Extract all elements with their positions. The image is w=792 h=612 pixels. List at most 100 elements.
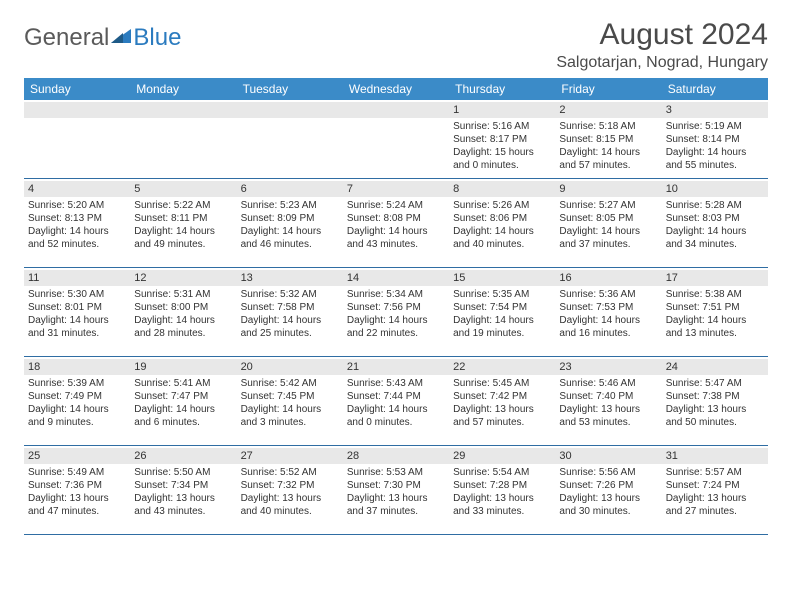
- daylight-line: Daylight: 14 hours and 46 minutes.: [241, 225, 339, 251]
- calendar-cell: 25Sunrise: 5:49 AMSunset: 7:36 PMDayligh…: [24, 446, 130, 534]
- day-number: 31: [662, 448, 768, 464]
- day-number: 25: [24, 448, 130, 464]
- sunset-line: Sunset: 8:08 PM: [347, 212, 445, 225]
- sunset-line: Sunset: 7:54 PM: [453, 301, 551, 314]
- sunset-line: Sunset: 7:32 PM: [241, 479, 339, 492]
- sunrise-line: Sunrise: 5:42 AM: [241, 377, 339, 390]
- daylight-line: Daylight: 13 hours and 53 minutes.: [559, 403, 657, 429]
- calendar-cell: 9Sunrise: 5:27 AMSunset: 8:05 PMDaylight…: [555, 179, 661, 267]
- day-header: Friday: [555, 78, 661, 100]
- day-number: 27: [237, 448, 343, 464]
- calendar-cell: 22Sunrise: 5:45 AMSunset: 7:42 PMDayligh…: [449, 357, 555, 445]
- day-number: 19: [130, 359, 236, 375]
- daylight-line: Daylight: 14 hours and 55 minutes.: [666, 146, 764, 172]
- day-number: 15: [449, 270, 555, 286]
- day-number: 18: [24, 359, 130, 375]
- sunset-line: Sunset: 8:01 PM: [28, 301, 126, 314]
- calendar-cell: 15Sunrise: 5:35 AMSunset: 7:54 PMDayligh…: [449, 268, 555, 356]
- calendar-cell: 12Sunrise: 5:31 AMSunset: 8:00 PMDayligh…: [130, 268, 236, 356]
- day-number: 4: [24, 181, 130, 197]
- sunset-line: Sunset: 7:34 PM: [134, 479, 232, 492]
- day-number: 28: [343, 448, 449, 464]
- daylight-line: Daylight: 13 hours and 33 minutes.: [453, 492, 551, 518]
- day-number: 24: [662, 359, 768, 375]
- sunset-line: Sunset: 7:30 PM: [347, 479, 445, 492]
- day-number: 7: [343, 181, 449, 197]
- sunrise-line: Sunrise: 5:41 AM: [134, 377, 232, 390]
- daylight-line: Daylight: 14 hours and 49 minutes.: [134, 225, 232, 251]
- sunrise-line: Sunrise: 5:54 AM: [453, 466, 551, 479]
- sunset-line: Sunset: 7:56 PM: [347, 301, 445, 314]
- calendar-cell: 4Sunrise: 5:20 AMSunset: 8:13 PMDaylight…: [24, 179, 130, 267]
- daylight-line: Daylight: 15 hours and 0 minutes.: [453, 146, 551, 172]
- daylight-line: Daylight: 14 hours and 16 minutes.: [559, 314, 657, 340]
- calendar-week: 4 Sunrise: 5:20 AMSunset: 8:13 PM Daylight…: [24, 179, 768, 268]
- sunset-line: Sunset: 8:11 PM: [134, 212, 232, 225]
- sunrise-line: Sunrise: 5:28 AM: [666, 199, 764, 212]
- calendar-cell: 11Sunrise: 5:30 AMSunset: 8:01 PMDayligh…: [24, 268, 130, 356]
- calendar-cell: 5Sunrise: 5:22 AMSunset: 8:11 PMDaylight…: [130, 179, 236, 267]
- logo-text-1: General: [24, 24, 109, 52]
- sunset-line: Sunset: 7:49 PM: [28, 390, 126, 403]
- sunset-line: Sunset: 8:15 PM: [559, 133, 657, 146]
- sunset-line: Sunset: 7:58 PM: [241, 301, 339, 314]
- daylight-line: Daylight: 14 hours and 3 minutes.: [241, 403, 339, 429]
- daylight-line: Daylight: 14 hours and 40 minutes.: [453, 225, 551, 251]
- header: General Blue August 2024 Salgotarjan, No…: [24, 18, 768, 72]
- sunrise-line: Sunrise: 5:27 AM: [559, 199, 657, 212]
- sunrise-line: Sunrise: 5:34 AM: [347, 288, 445, 301]
- sunset-line: Sunset: 8:05 PM: [559, 212, 657, 225]
- daylight-line: Daylight: 13 hours and 27 minutes.: [666, 492, 764, 518]
- day-number: 9: [555, 181, 661, 197]
- calendar-cell: 17Sunrise: 5:38 AMSunset: 7:51 PMDayligh…: [662, 268, 768, 356]
- day-header: Monday: [130, 78, 236, 100]
- day-number: 21: [343, 359, 449, 375]
- sunrise-line: Sunrise: 5:31 AM: [134, 288, 232, 301]
- day-header: Tuesday: [237, 78, 343, 100]
- calendar-cell: 13Sunrise: 5:32 AMSunset: 7:58 PMDayligh…: [237, 268, 343, 356]
- day-number: 12: [130, 270, 236, 286]
- sunrise-line: Sunrise: 5:43 AM: [347, 377, 445, 390]
- calendar-cell: 26Sunrise: 5:50 AMSunset: 7:34 PMDayligh…: [130, 446, 236, 534]
- daylight-line: Daylight: 13 hours and 43 minutes.: [134, 492, 232, 518]
- calendar-cell: [237, 100, 343, 178]
- sunset-line: Sunset: 7:38 PM: [666, 390, 764, 403]
- day-header: Wednesday: [343, 78, 449, 100]
- sunrise-line: Sunrise: 5:23 AM: [241, 199, 339, 212]
- sunrise-line: Sunrise: 5:46 AM: [559, 377, 657, 390]
- daylight-line: Daylight: 14 hours and 31 minutes.: [28, 314, 126, 340]
- sunset-line: Sunset: 8:00 PM: [134, 301, 232, 314]
- sunset-line: Sunset: 8:13 PM: [28, 212, 126, 225]
- calendar-cell: 16Sunrise: 5:36 AMSunset: 7:53 PMDayligh…: [555, 268, 661, 356]
- calendar-cell: [130, 100, 236, 178]
- sunrise-line: Sunrise: 5:49 AM: [28, 466, 126, 479]
- calendar-cell: 21Sunrise: 5:43 AMSunset: 7:44 PMDayligh…: [343, 357, 449, 445]
- sunset-line: Sunset: 8:14 PM: [666, 133, 764, 146]
- logo: General Blue: [24, 24, 181, 52]
- calendar-week: 1Sunrise: 5:16 AMSunset: 8:17 PMDaylight…: [24, 100, 768, 179]
- day-number: 8: [449, 181, 555, 197]
- sunset-line: Sunset: 7:42 PM: [453, 390, 551, 403]
- day-number: 2: [555, 102, 661, 118]
- daylight-line: Daylight: 14 hours and 0 minutes.: [347, 403, 445, 429]
- calendar: SundayMondayTuesdayWednesdayThursdayFrid…: [24, 78, 768, 535]
- day-number-empty: [237, 102, 343, 118]
- daylight-line: Daylight: 13 hours and 57 minutes.: [453, 403, 551, 429]
- sunrise-line: Sunrise: 5:35 AM: [453, 288, 551, 301]
- calendar-cell: 30Sunrise: 5:56 AMSunset: 7:26 PMDayligh…: [555, 446, 661, 534]
- sunrise-line: Sunrise: 5:20 AM: [28, 199, 126, 212]
- sunrise-line: Sunrise: 5:53 AM: [347, 466, 445, 479]
- daylight-line: Daylight: 14 hours and 25 minutes.: [241, 314, 339, 340]
- sunrise-line: Sunrise: 5:18 AM: [559, 120, 657, 133]
- logo-triangle-icon: [111, 24, 133, 52]
- day-number: 26: [130, 448, 236, 464]
- day-number: 11: [24, 270, 130, 286]
- calendar-cell: 24Sunrise: 5:47 AMSunset: 7:38 PMDayligh…: [662, 357, 768, 445]
- sunrise-line: Sunrise: 5:19 AM: [666, 120, 764, 133]
- sunset-line: Sunset: 7:47 PM: [134, 390, 232, 403]
- sunset-line: Sunset: 8:09 PM: [241, 212, 339, 225]
- sunset-line: Sunset: 7:53 PM: [559, 301, 657, 314]
- sunset-line: Sunset: 7:45 PM: [241, 390, 339, 403]
- sunset-line: Sunset: 7:26 PM: [559, 479, 657, 492]
- daylight-line: Daylight: 14 hours and 6 minutes.: [134, 403, 232, 429]
